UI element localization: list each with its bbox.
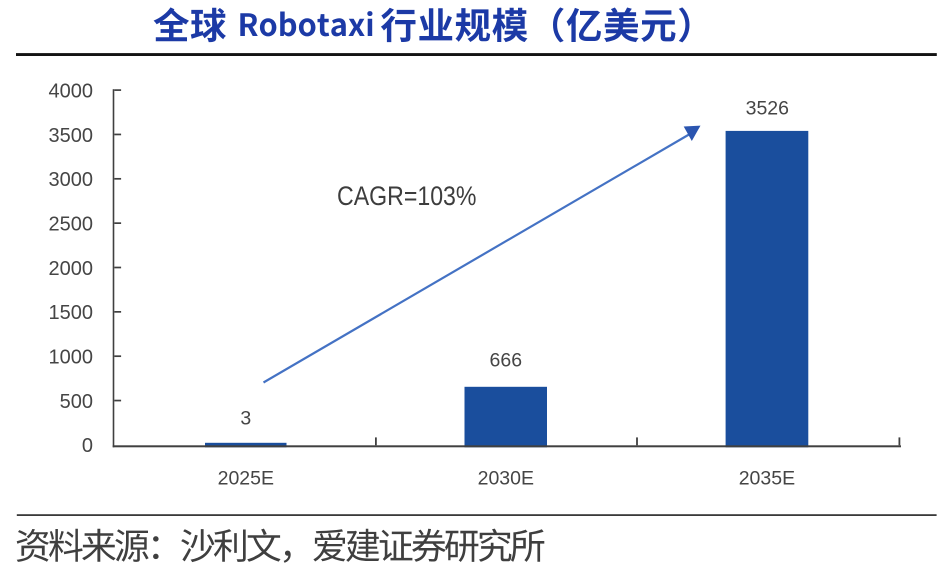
svg-text:1500: 1500 (49, 302, 94, 324)
svg-text:3526: 3526 (746, 98, 789, 120)
svg-text:2030E: 2030E (478, 468, 534, 490)
svg-text:666: 666 (490, 350, 523, 372)
svg-text:2000: 2000 (49, 258, 94, 280)
svg-text:4000: 4000 (49, 80, 94, 102)
svg-text:3500: 3500 (49, 125, 94, 147)
svg-text:3000: 3000 (49, 169, 94, 191)
svg-text:500: 500 (60, 391, 93, 413)
svg-text:CAGR=103%: CAGR=103% (337, 181, 477, 211)
svg-text:2500: 2500 (49, 214, 94, 236)
svg-text:2035E: 2035E (739, 468, 795, 490)
svg-text:2025E: 2025E (218, 468, 274, 490)
svg-text:1000: 1000 (49, 347, 94, 369)
svg-text:3: 3 (240, 408, 251, 430)
svg-text:0: 0 (82, 435, 93, 457)
